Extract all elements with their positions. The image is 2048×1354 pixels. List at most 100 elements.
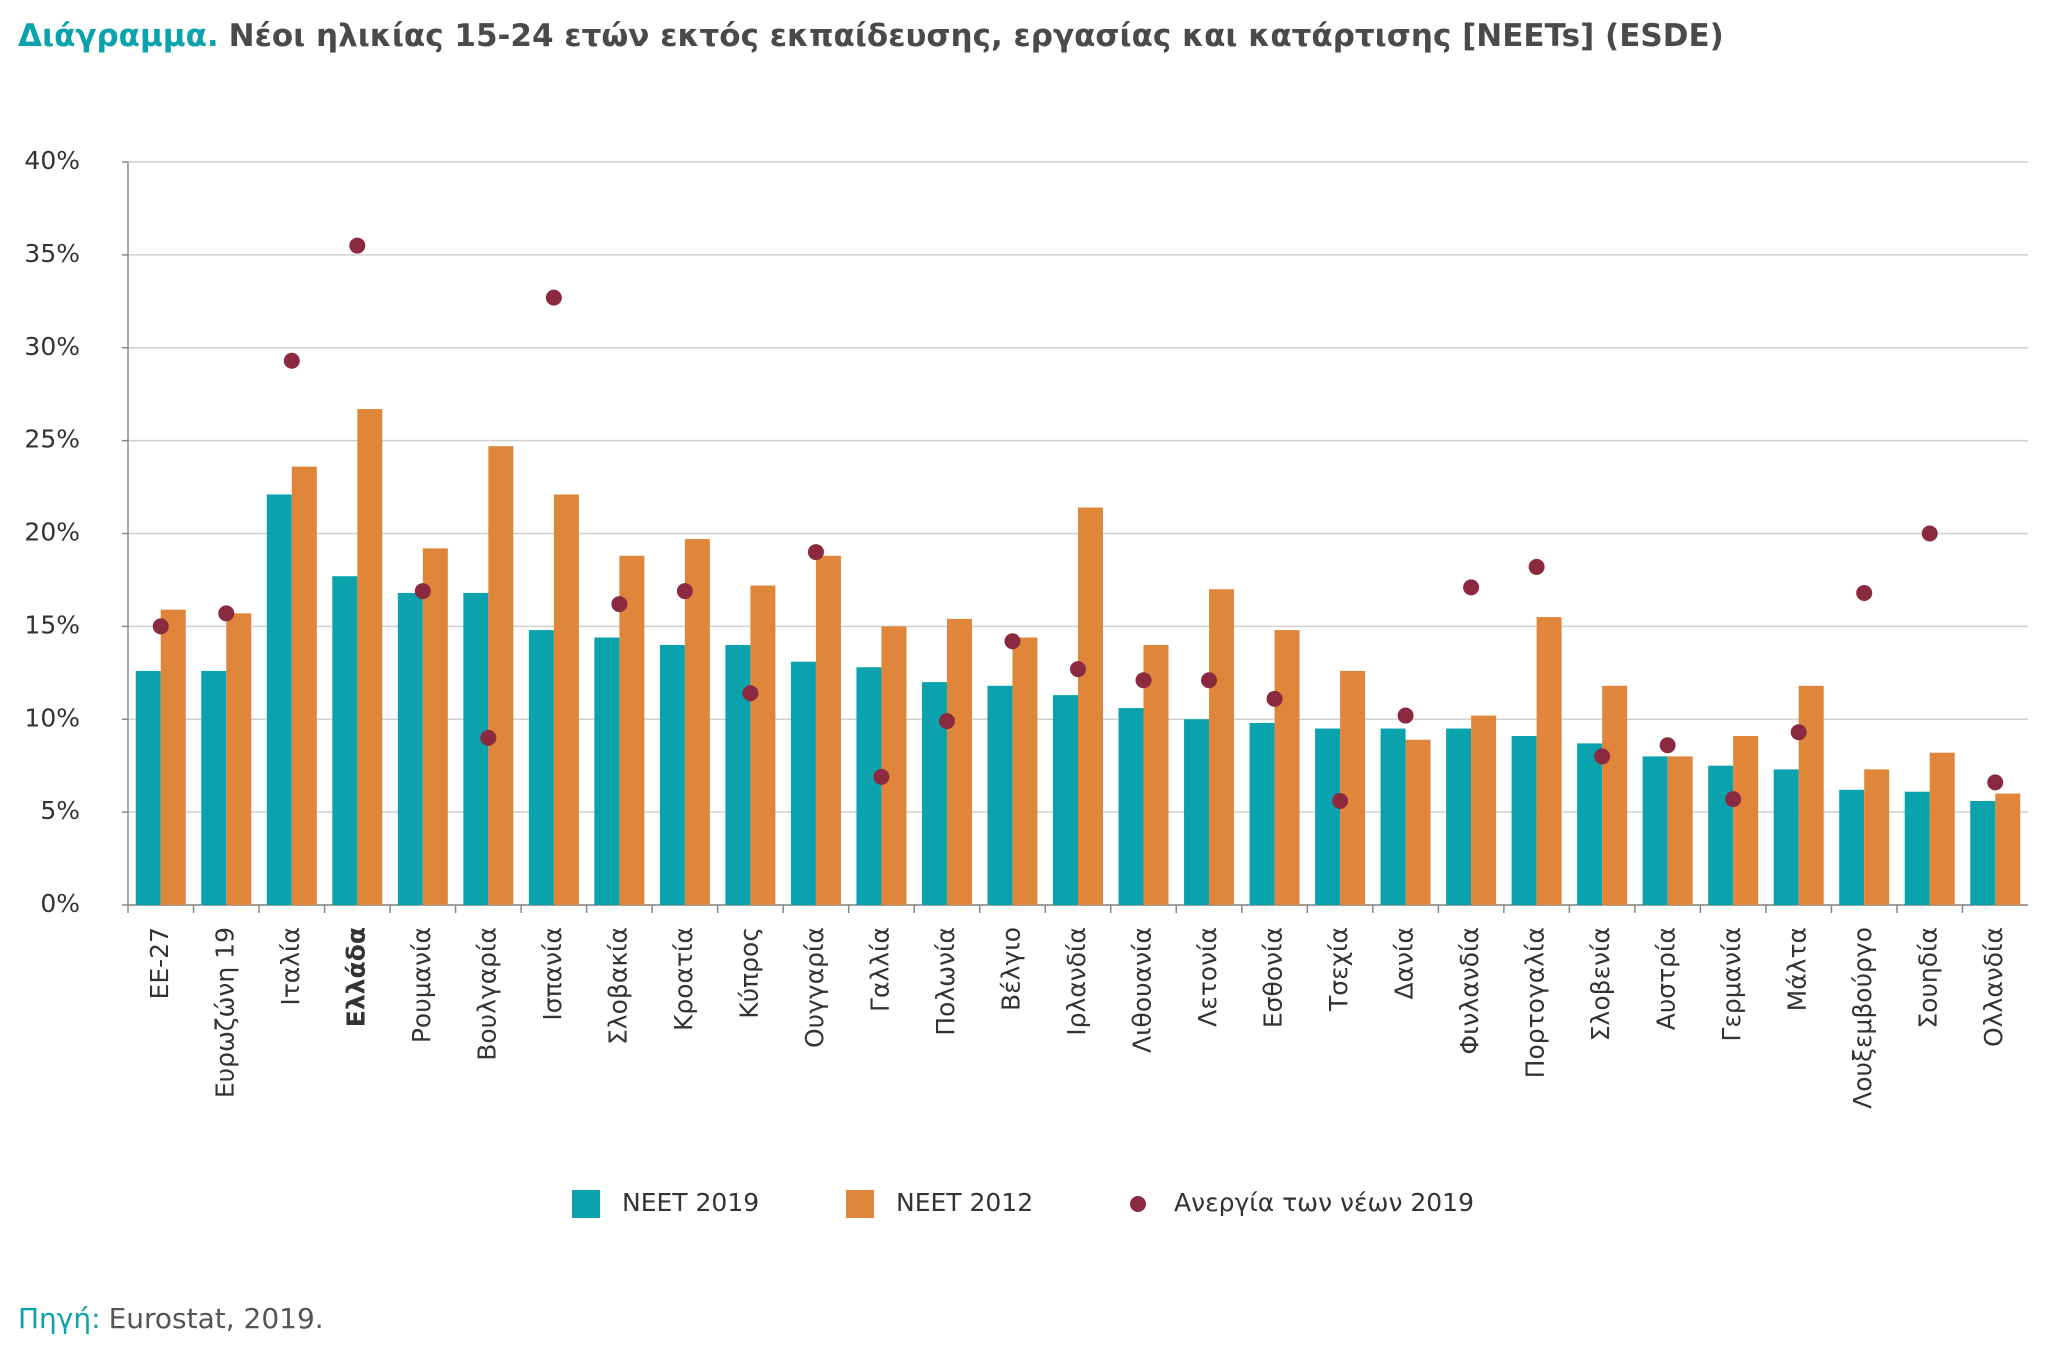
bar xyxy=(1708,765,1734,905)
bar xyxy=(856,667,882,905)
x-tick-label: Ισπανία xyxy=(538,927,567,1021)
y-tick-label: 25% xyxy=(24,425,80,454)
dot xyxy=(1725,791,1742,808)
x-tick-label: Ολλανδία xyxy=(1979,927,2008,1047)
dot xyxy=(807,544,824,561)
bar xyxy=(1405,739,1431,905)
bar xyxy=(1315,728,1341,905)
bar xyxy=(750,585,776,905)
x-tick-label: Τσεχία xyxy=(1324,927,1353,1012)
legend-label: NEET 2012 xyxy=(896,1188,1033,1217)
bar xyxy=(1380,728,1406,905)
y-tick-label: 15% xyxy=(24,610,80,639)
x-tick-label: Αυστρία xyxy=(1652,927,1681,1030)
y-tick-label: 40% xyxy=(24,146,80,175)
dot xyxy=(1921,525,1938,542)
x-tick-label: Λιθουανία xyxy=(1128,927,1157,1053)
source-prefix: Πηγή: xyxy=(18,1302,101,1335)
bar xyxy=(266,494,292,905)
x-tick-label: Μάλτα xyxy=(1783,927,1812,1011)
title-prefix: Διάγραμμα. xyxy=(18,18,219,54)
x-tick-label: Πολωνία xyxy=(931,927,960,1036)
bar xyxy=(1118,708,1144,905)
dot xyxy=(1266,690,1283,707)
x-tick-label: Φινλανδία xyxy=(1455,927,1484,1055)
bar xyxy=(1471,715,1497,905)
legend-label: NEET 2019 xyxy=(622,1188,759,1217)
y-tick-label: 30% xyxy=(24,332,80,361)
bar xyxy=(1929,752,1955,905)
bar xyxy=(1511,735,1537,905)
dot xyxy=(676,583,693,600)
x-tick-label: Εσθονία xyxy=(1259,927,1288,1028)
bar xyxy=(332,576,358,905)
x-tick-label: Ιρλανδία xyxy=(1062,927,1091,1036)
bar xyxy=(357,409,383,905)
bar xyxy=(1864,769,1890,905)
chart-title: Διάγραμμα. Νέοι ηλικίας 15-24 ετών εκτός … xyxy=(18,18,1724,54)
bar xyxy=(594,637,620,905)
dot xyxy=(545,289,562,306)
x-tick-label: Ιταλία xyxy=(276,927,305,1006)
dot xyxy=(1201,672,1218,689)
x-tick-label: Βουλγαρία xyxy=(472,927,501,1061)
x-tick-label: Ευρωζώνη 19 xyxy=(210,927,239,1098)
bar xyxy=(1274,630,1300,905)
bar xyxy=(1012,637,1038,905)
bar xyxy=(1798,685,1824,905)
x-tick-label: Γαλλία xyxy=(865,927,894,1012)
x-tick-label: Σλοβενία xyxy=(1586,927,1615,1041)
bar xyxy=(291,466,317,905)
bar xyxy=(488,446,514,905)
dot xyxy=(218,605,235,622)
bar xyxy=(1536,617,1562,905)
source-text: Eurostat, 2019. xyxy=(109,1302,324,1335)
source: Πηγή: Eurostat, 2019. xyxy=(18,1302,324,1335)
dot xyxy=(1987,774,2004,791)
bar xyxy=(946,618,972,905)
dot xyxy=(152,618,169,635)
dot xyxy=(1332,792,1349,809)
bar xyxy=(1184,719,1210,905)
y-tick-label: 35% xyxy=(24,239,80,268)
bar xyxy=(1733,735,1759,905)
bar xyxy=(1340,670,1366,905)
x-tick-label: Πορτογαλία xyxy=(1521,927,1550,1078)
x-tick-label: Κροατία xyxy=(669,927,698,1031)
dot xyxy=(611,596,628,613)
dot xyxy=(1135,672,1152,689)
bar xyxy=(987,685,1013,905)
bar xyxy=(135,670,161,905)
bar xyxy=(1995,793,2021,905)
bar xyxy=(790,661,816,905)
bar xyxy=(553,494,579,905)
bar xyxy=(1249,722,1275,905)
legend-label: Ανεργία των νέων 2019 xyxy=(1174,1188,1474,1217)
legend-swatch xyxy=(846,1190,874,1218)
dot xyxy=(1070,661,1086,678)
bar xyxy=(201,670,227,905)
x-tick-label: Ελλάδα xyxy=(341,927,370,1027)
x-tick-label: Λουξεμβούργο xyxy=(1848,927,1877,1109)
bar xyxy=(619,555,645,905)
x-tick-label: Γερμανία xyxy=(1717,927,1746,1042)
dot xyxy=(1856,584,1873,601)
dot xyxy=(742,685,759,702)
bar xyxy=(1577,743,1603,905)
dot xyxy=(873,768,890,785)
legend-swatch xyxy=(1130,1196,1146,1212)
x-tick-label: ΕΕ-27 xyxy=(145,927,174,999)
x-tick-label: Δανία xyxy=(1390,927,1419,1000)
title-text: Νέοι ηλικίας 15-24 ετών εκτός εκπαίδευση… xyxy=(229,18,1724,54)
dot xyxy=(349,237,366,254)
dot xyxy=(1528,558,1545,575)
bar xyxy=(659,644,685,905)
x-tick-label: Κύπρος xyxy=(734,927,763,1019)
bar xyxy=(1209,589,1235,905)
x-tick-label: Βέλγιο xyxy=(996,927,1025,1011)
bar xyxy=(1642,756,1668,905)
bar xyxy=(463,592,489,905)
x-tick-label: Ουγγαρία xyxy=(800,927,829,1048)
